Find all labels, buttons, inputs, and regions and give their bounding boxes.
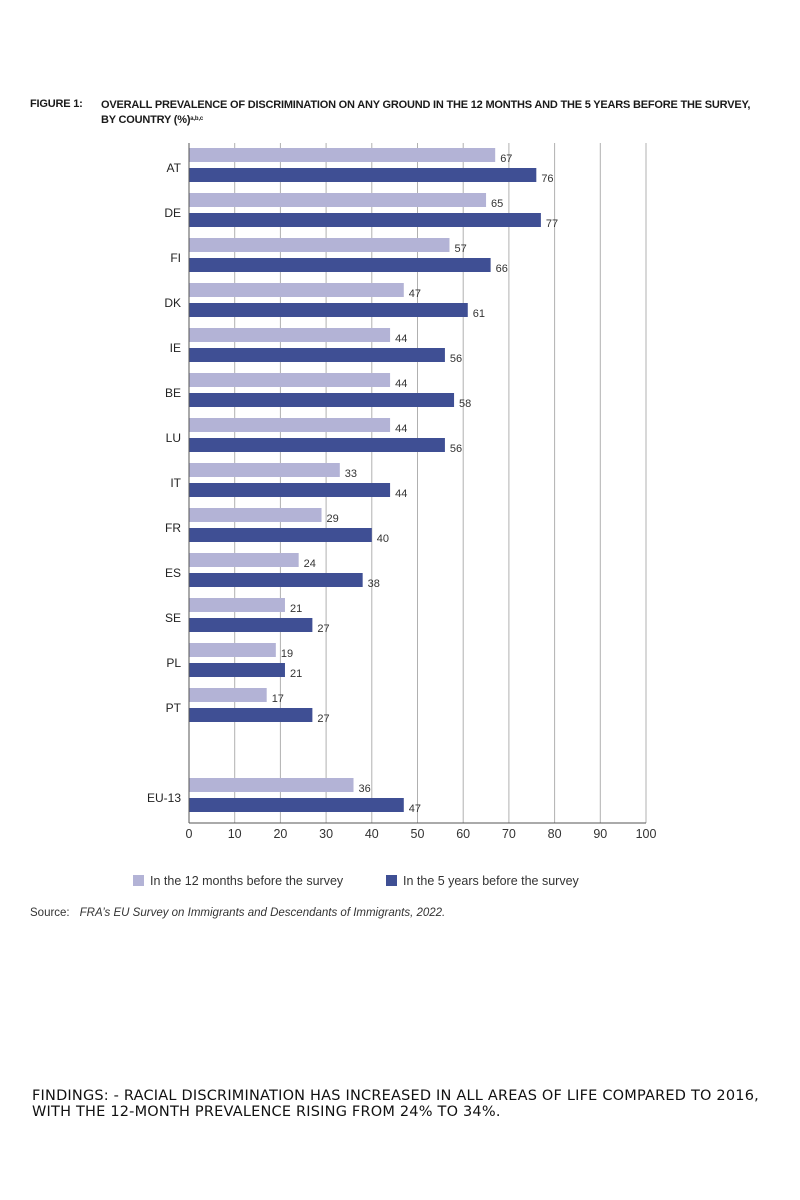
x-tick-label: 10 [228, 827, 242, 841]
data-label: 57 [454, 243, 466, 255]
legend-label-5-years: In the 5 years before the survey [403, 874, 579, 888]
data-label: 21 [290, 603, 302, 615]
data-label: 76 [541, 173, 553, 185]
data-label: 19 [281, 648, 293, 660]
bar [189, 393, 455, 407]
data-label: 24 [304, 558, 316, 570]
bar [189, 508, 322, 522]
category-label: PL [166, 656, 181, 670]
x-tick-label: 80 [548, 827, 562, 841]
data-label: 44 [395, 488, 407, 500]
data-label: 44 [395, 423, 407, 435]
x-tick-label: 30 [319, 827, 333, 841]
bar [189, 168, 537, 182]
data-label: 47 [409, 803, 421, 815]
data-label: 27 [317, 623, 329, 635]
bar [189, 708, 313, 722]
bar [189, 598, 285, 612]
data-label: 77 [546, 218, 558, 230]
figure-label: FIGURE 1: [30, 98, 83, 110]
bar [189, 328, 391, 342]
bar [189, 798, 404, 812]
bar [189, 303, 468, 317]
data-label: 21 [290, 668, 302, 680]
bar [189, 148, 496, 162]
bar [189, 778, 354, 792]
category-label: IT [170, 476, 181, 490]
data-label: 40 [377, 533, 389, 545]
data-label: 36 [359, 783, 371, 795]
x-tick-label: 50 [411, 827, 425, 841]
bar [189, 258, 491, 272]
x-tick-label: 0 [186, 827, 193, 841]
figure-title: OVERALL PREVALENCE OF DISCRIMINATION ON … [101, 98, 761, 128]
data-label: 27 [317, 713, 329, 725]
legend-item-5-years: In the 5 years before the survey [386, 874, 579, 888]
category-label: DE [164, 206, 181, 220]
data-label: 58 [459, 398, 471, 410]
bar [189, 418, 391, 432]
bar [189, 438, 445, 452]
category-label: FR [165, 521, 181, 535]
data-label: 33 [345, 468, 357, 480]
data-label: 38 [368, 578, 380, 590]
category-label: LU [166, 431, 181, 445]
x-tick-label: 40 [365, 827, 379, 841]
data-label: 17 [272, 693, 284, 705]
category-label: AT [167, 161, 182, 175]
findings-text: FINDINGS: - RACIAL DISCRIMINATION HAS IN… [32, 1088, 759, 1120]
category-label: DK [164, 296, 181, 310]
source-note: Source: FRA’s EU Survey on Immigrants and… [30, 907, 445, 919]
data-label: 67 [500, 153, 512, 165]
bar [189, 643, 276, 657]
bar [189, 688, 267, 702]
bar [189, 553, 299, 567]
data-label: 56 [450, 353, 462, 365]
bar [189, 483, 391, 497]
data-label: 61 [473, 308, 485, 320]
legend-item-12-months: In the 12 months before the survey [133, 874, 343, 888]
bar [189, 238, 450, 252]
legend-swatch-12-months [133, 875, 144, 886]
data-label: 65 [491, 198, 503, 210]
source-label: Source: [30, 907, 70, 919]
category-label: BE [165, 386, 181, 400]
bar-chart: 0 10 20 30 40 50 60 70 80 90 100 67 76 AT 65 77 DE 57 66 FI… [147, 143, 657, 841]
category-label: IE [170, 341, 181, 355]
data-label: 66 [496, 263, 508, 275]
bar [189, 463, 340, 477]
category-label: FI [170, 251, 181, 265]
data-label: 56 [450, 443, 462, 455]
x-tick-label: 60 [456, 827, 470, 841]
bar [189, 573, 363, 587]
source-text: FRA’s EU Survey on Immigrants and Descen… [79, 907, 446, 919]
x-tick-label: 70 [502, 827, 516, 841]
bar [189, 663, 285, 677]
x-tick-label: 20 [273, 827, 287, 841]
data-label: 44 [395, 333, 407, 345]
legend-label-12-months: In the 12 months before the survey [150, 874, 344, 888]
figure-title-text: OVERALL PREVALENCE OF DISCRIMINATION ON … [101, 99, 751, 126]
bar [189, 373, 391, 387]
bar [189, 528, 372, 542]
category-label: ES [165, 566, 181, 580]
x-tick-label: 100 [636, 827, 657, 841]
bar [189, 213, 541, 227]
legend-swatch-5-years [386, 875, 397, 886]
data-label: 47 [409, 288, 421, 300]
category-label: PT [166, 701, 182, 715]
data-label: 44 [395, 378, 407, 390]
bar [189, 283, 404, 297]
x-tick-label: 90 [593, 827, 607, 841]
category-label: EU-13 [147, 791, 181, 805]
bar [189, 193, 487, 207]
bar [189, 348, 445, 362]
category-label: SE [165, 611, 181, 625]
data-label: 29 [327, 513, 339, 525]
bar [189, 618, 313, 632]
figure-title-notes: a,b,c [190, 116, 203, 122]
